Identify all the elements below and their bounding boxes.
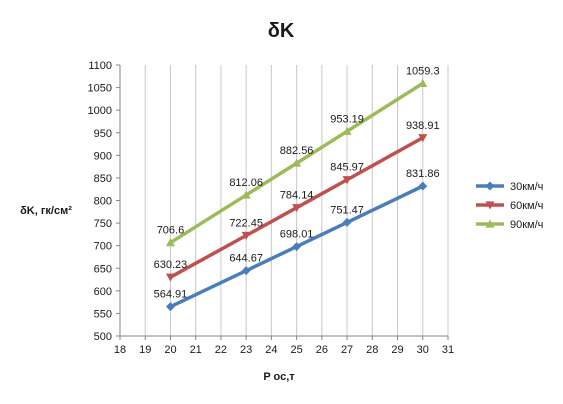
gridlines [119,65,449,336]
data-label-2-5: 938.91 [406,120,440,132]
legend-item-2: 60км/ч [476,200,543,212]
data-label-2-4: 845.97 [330,162,364,174]
data-label-1-5: 831.86 [406,168,440,180]
data-point-2-3 [292,204,302,213]
data-point-1-1 [165,302,175,312]
series-group: 564.91 644.67 698.01 751.47 831.86 630.23 722.… [154,65,440,312]
x-tick-label-4: 22 [215,344,227,356]
x-tick-label-3: 21 [190,344,202,356]
legend-label-1: 30км/ч [510,181,543,193]
x-tick-label-12: 30 [417,344,429,356]
y-tick-label-11: 1050 [88,83,112,95]
data-label-3-5: 1059.3 [406,65,440,77]
x-tick-label-10: 28 [366,344,378,356]
data-point-1-4 [342,217,352,227]
x-tick-label-7: 25 [290,344,302,356]
legend: 30км/ч 60км/ч 90км/ч [476,181,543,231]
data-point-2-1 [165,273,175,282]
y-tick-label-3: 650 [94,263,112,275]
x-tick-label-0: 18 [114,344,126,356]
data-point-1-2 [241,266,251,276]
data-label-2-3: 784.14 [280,190,314,202]
data-point-2-4 [342,176,352,185]
data-point-1-5 [418,181,428,191]
data-point-3-3 [292,158,302,167]
data-point-3-1 [165,238,175,247]
data-point-3-5 [418,78,428,87]
y-tick-label-0: 500 [94,331,112,343]
y-tick-label-7: 850 [94,173,112,185]
legend-item-1: 30км/ч [476,181,543,193]
y-tick-label-8: 900 [94,150,112,162]
chart-title: δK [268,20,295,42]
legend-marker-1 [485,181,495,191]
x-tick-label-2: 20 [164,344,176,356]
legend-label-3: 90км/ч [510,219,543,231]
y-tick-label-10: 1000 [88,105,112,117]
legend-label-2: 60км/ч [510,200,543,212]
x-tick-label-1: 19 [139,344,151,356]
y-tick-label-4: 700 [94,241,112,253]
x-tick-label-13: 31 [442,344,454,356]
data-label-3-2: 812.06 [229,177,263,189]
legend-item-3: 90км/ч [476,219,543,231]
x-tick-labels: 18 19 20 21 22 23 24 25 26 27 28 29 30 31 [114,344,454,356]
data-label-2-1: 630.23 [154,259,188,271]
x-tick-label-6: 24 [265,344,277,356]
data-point-3-2 [241,190,251,199]
data-label-1-4: 751.47 [330,204,364,216]
data-label-1-3: 698.01 [280,229,314,241]
data-point-2-2 [241,231,251,241]
x-tick-label-8: 26 [316,344,328,356]
data-label-2-2: 722.45 [229,218,263,230]
y-tick-label-9: 950 [94,128,112,140]
data-point-2-5 [418,134,428,143]
y-axis-title: δK, гк/см² [20,205,72,217]
y-tick-label-6: 800 [94,196,112,208]
series-2: 630.23 722.45 784.14 845.97 938.91 [154,120,440,282]
axes [116,64,449,340]
data-point-1-3 [292,242,302,252]
x-tick-label-9: 27 [341,344,353,356]
data-label-1-1: 564.91 [154,289,188,301]
y-tick-label-12: 1100 [88,60,112,72]
x-tick-label-5: 23 [240,344,252,356]
data-label-3-4: 953.19 [330,113,364,125]
legend-marker-3 [485,219,495,228]
series-1: 564.91 644.67 698.01 751.47 831.86 [154,168,440,312]
legend-marker-2 [485,201,495,210]
y-tick-label-5: 750 [94,218,112,230]
data-point-3-4 [342,126,352,135]
data-label-3-1: 706.6 [157,225,185,237]
data-label-1-2: 644.67 [229,253,263,265]
y-tick-labels: 500 550 600 650 700 750 800 850 900 950 1000 1050 11… [88,60,112,343]
x-tick-label-11: 29 [391,344,403,356]
data-label-3-3: 882.56 [280,145,314,157]
y-tick-label-1: 550 [94,308,112,320]
series-3: 706.6 812.06 882.56 953.19 1059.3 [157,65,440,247]
y-tick-label-2: 600 [94,286,112,298]
x-axis-title: P ос,т [263,371,295,383]
